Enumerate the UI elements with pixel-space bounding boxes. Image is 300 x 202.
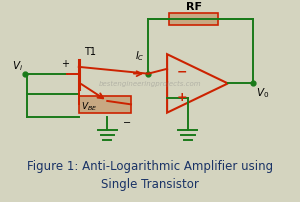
Text: $V_{BE}$: $V_{BE}$: [81, 100, 97, 112]
Text: −: −: [177, 65, 187, 78]
Text: −: −: [123, 117, 131, 127]
FancyBboxPatch shape: [79, 97, 131, 113]
Text: $I_C$: $I_C$: [135, 49, 144, 63]
Text: RF: RF: [186, 2, 202, 12]
Text: +: +: [61, 59, 70, 68]
Text: $V_0$: $V_0$: [256, 86, 270, 100]
Text: Figure 1: Anti-Logarithmic Amplifier using
Single Transistor: Figure 1: Anti-Logarithmic Amplifier usi…: [27, 159, 273, 190]
Text: bestengineeringprojects.com: bestengineeringprojects.com: [99, 81, 201, 87]
FancyBboxPatch shape: [169, 14, 218, 26]
Text: $V_i$: $V_i$: [12, 59, 23, 72]
Text: T1: T1: [85, 47, 97, 57]
Text: +: +: [177, 90, 187, 103]
